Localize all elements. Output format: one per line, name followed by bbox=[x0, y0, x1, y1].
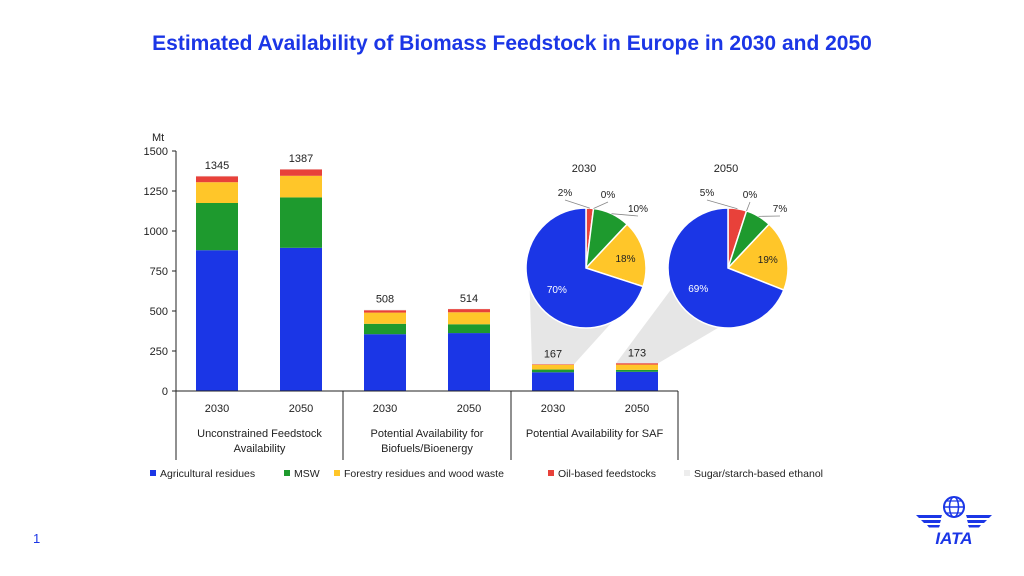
pie-title: 2050 bbox=[714, 163, 738, 175]
legend-swatch-ethanol bbox=[684, 470, 690, 476]
pie-title: 2030 bbox=[572, 163, 596, 175]
bar-total-label: 1387 bbox=[289, 153, 313, 165]
bar-segment-agricultural bbox=[448, 333, 490, 391]
y-tick-label: 500 bbox=[150, 306, 168, 318]
bar-segment-msw bbox=[532, 369, 574, 373]
bar-segment-msw bbox=[616, 369, 658, 372]
y-tick-label: 1500 bbox=[144, 146, 168, 158]
logo-text: IATA bbox=[935, 529, 972, 546]
y-tick-label: 750 bbox=[150, 266, 168, 278]
wings-icon bbox=[916, 515, 992, 528]
x-category-label: 2030 bbox=[205, 403, 229, 415]
bar-segment-agricultural bbox=[196, 250, 238, 391]
legend-swatch-forestry bbox=[334, 470, 340, 476]
x-category-label: 2050 bbox=[457, 403, 481, 415]
bar-segment-forestry bbox=[448, 312, 490, 325]
bar-segment-oil bbox=[280, 169, 322, 176]
bar-segment-forestry bbox=[280, 175, 322, 198]
page-title: Estimated Availability of Biomass Feedst… bbox=[152, 32, 872, 55]
pie-leader-line bbox=[611, 213, 639, 217]
legend-swatch-agricultural bbox=[150, 470, 156, 476]
bar-segment-msw bbox=[196, 203, 238, 251]
pie-leader-line bbox=[564, 199, 590, 209]
legend-label: Forestry residues and wood waste bbox=[344, 468, 504, 480]
bar-segment-msw bbox=[364, 323, 406, 335]
x-category-label: 2050 bbox=[625, 403, 649, 415]
pie-slice-label: 19% bbox=[758, 255, 778, 266]
pie-slice-label: 0% bbox=[743, 190, 758, 201]
bar-segment-agricultural bbox=[364, 334, 406, 391]
bar-segment-msw bbox=[448, 324, 490, 334]
pie-slice-label: 70% bbox=[547, 285, 567, 296]
iata-logo: IATA bbox=[916, 496, 992, 546]
y-tick-label: 1250 bbox=[144, 186, 168, 198]
bar-total-label: 167 bbox=[544, 348, 562, 360]
x-group-label: Potential Availability for bbox=[371, 428, 484, 440]
x-category-label: 2030 bbox=[541, 403, 565, 415]
bar-segment-agricultural bbox=[616, 371, 658, 391]
y-axis-unit-label: Mt bbox=[152, 132, 164, 144]
x-group-label: Availability bbox=[234, 443, 286, 455]
legend-swatch-oil bbox=[548, 470, 554, 476]
y-tick-label: 0 bbox=[162, 386, 168, 398]
x-group-label: Biofuels/Bioenergy bbox=[381, 443, 473, 455]
pie-slice-agricultural bbox=[525, 207, 645, 329]
legend-label: Sugar/starch-based ethanol bbox=[694, 468, 823, 480]
x-category-label: 2050 bbox=[289, 403, 313, 415]
bar-segment-forestry bbox=[532, 364, 574, 370]
pie-leader-line bbox=[593, 201, 609, 209]
pie-slice-label: 18% bbox=[616, 254, 636, 265]
x-category-label: 2030 bbox=[373, 403, 397, 415]
globe-icon bbox=[943, 496, 965, 518]
bar-segment-oil bbox=[616, 363, 658, 365]
pie-slice-label: 69% bbox=[688, 284, 708, 295]
legend-label: Oil-based feedstocks bbox=[558, 468, 656, 480]
pie-slice-forestry bbox=[584, 223, 647, 288]
pie-slice-label: 10% bbox=[628, 204, 648, 215]
y-tick-label: 1000 bbox=[144, 226, 168, 238]
pie-leader-line bbox=[746, 201, 751, 212]
bar-segment-forestry bbox=[616, 364, 658, 370]
legend-swatch-msw bbox=[284, 470, 290, 476]
bar-total-label: 1345 bbox=[205, 160, 229, 172]
pie-slice-label: 0% bbox=[601, 190, 616, 201]
pie-slice-label: 7% bbox=[773, 204, 788, 215]
x-group-label: Potential Availability for SAF bbox=[526, 428, 664, 440]
legend-label: Agricultural residues bbox=[160, 468, 255, 480]
pie-slice-label: 2% bbox=[558, 188, 573, 199]
bar-segment-agricultural bbox=[280, 247, 322, 391]
bar-segment-oil bbox=[196, 176, 238, 183]
legend-label: MSW bbox=[294, 468, 320, 480]
y-tick-label: 250 bbox=[150, 346, 168, 358]
page-number: 1 bbox=[33, 531, 41, 546]
bar-segment-forestry bbox=[364, 312, 406, 324]
bar-total-label: 508 bbox=[376, 294, 394, 306]
bar-segment-forestry bbox=[196, 182, 238, 203]
x-group-label: Unconstrained Feedstock bbox=[197, 428, 322, 440]
bar-segment-agricultural bbox=[532, 372, 574, 391]
pie-leader-line bbox=[706, 199, 738, 210]
bar-segment-msw bbox=[280, 197, 322, 248]
pie-slice-agricultural bbox=[667, 207, 785, 329]
bar-total-label: 173 bbox=[628, 347, 646, 359]
bar-total-label: 514 bbox=[460, 293, 478, 305]
pie-slice-label: 5% bbox=[700, 188, 715, 199]
bar-segment-oil bbox=[448, 309, 490, 313]
bar-segment-oil bbox=[364, 310, 406, 313]
